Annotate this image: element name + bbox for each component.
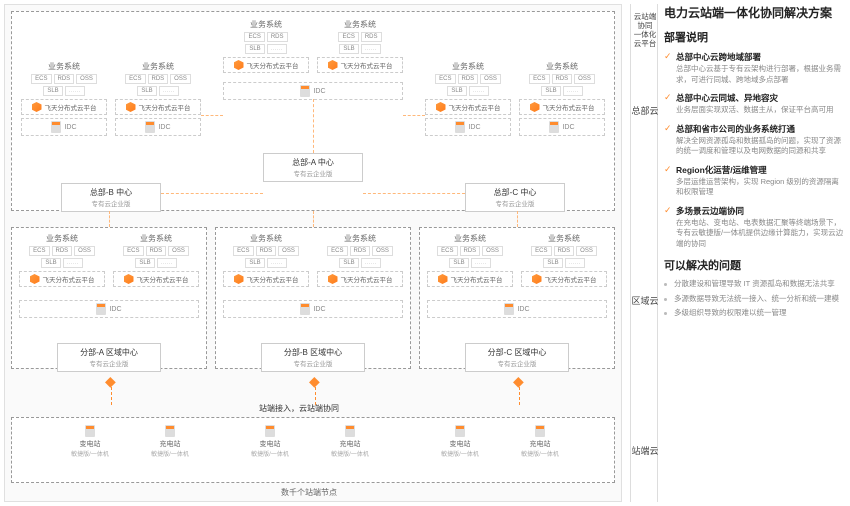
svc-rds: RDS	[267, 32, 288, 42]
svc-slb: SLB	[245, 44, 264, 54]
deploy-item: 总部和省市公司的业务系统打通 解决全网资源孤岛和数据孤岛的问题，实现了资源的统一…	[664, 123, 846, 157]
problem-item: 多源数据导致无法统一接入、统一分析和统一建模	[664, 294, 846, 305]
connector	[109, 211, 110, 227]
branch-c-center: 分部-C 区域中心 专有云企业版	[465, 343, 569, 372]
biz-system: 业务系统 ECSRDSOSS SLB…… 飞天分布式云平台 IDC	[425, 61, 511, 136]
idc: IDC	[223, 82, 403, 100]
edge-node: 充电站敏捷版/一体机	[515, 425, 565, 458]
branch-b-center: 分部-B 区域中心 专有云企业版	[261, 343, 365, 372]
biz-system: 业务系统 ECSRDS SLB…… 飞天分布式云平台	[317, 19, 403, 73]
biz-system: 业务系统 ECSRDSOSS SLB…… 飞天分布式云平台	[521, 233, 607, 287]
edge-node: 充电站敏捷版/一体机	[325, 425, 375, 458]
edge-node: 变电站敏捷版/一体机	[245, 425, 295, 458]
biz-system: 业务系统 ECSRDSOSS SLB…… 飞天分布式云平台	[223, 233, 309, 287]
footer-text: 数千个站端节点	[281, 487, 337, 498]
idc: IDC	[427, 300, 607, 318]
tier-labels: 云站端协同一体化云平台 总部云 区域云 站端云	[630, 4, 658, 502]
deploy-item: 多场景云边端协同 在充电站、变电站、电表数据汇聚等终端场景下，专有云敏捷版/一体…	[664, 205, 846, 250]
section-deploy: 部署说明	[664, 29, 846, 45]
server-icon	[300, 85, 310, 97]
connector	[111, 387, 112, 405]
biz-system: 业务系统 ECSRDSOSS SLB…… 飞天分布式云平台	[19, 233, 105, 287]
deploy-item: 总部中心云跨地域部署 总部中心云基于专有云架构进行部署，根据业务需求，可进行同城…	[664, 51, 846, 85]
biz-title: 业务系统	[223, 19, 309, 30]
problem-item: 多级组织导致的权限难以统一管理	[664, 308, 846, 319]
connector	[517, 211, 518, 227]
svc-ecs: ECS	[244, 32, 264, 42]
biz-system: 业务系统 ECSRDSOSS SLB…… 飞天分布式云平台	[113, 233, 199, 287]
connector	[403, 115, 425, 116]
idc: IDC	[19, 300, 199, 318]
biz-system: 业务系统 ECSRDSOSS SLB…… 飞天分布式云平台 IDC	[21, 61, 107, 136]
connector	[201, 115, 223, 116]
biz-system: 业务系统 ECSRDSOSS SLB…… 飞天分布式云平台	[427, 233, 513, 287]
architecture-diagram: 业务系统 ECSRDS SLB…… 飞天分布式云平台 业务系统 ECSRDS S…	[4, 4, 622, 502]
hq-c-center: 总部-C 中心 专有云企业版	[465, 183, 565, 212]
vlabel-platform: 云站端协同一体化云平台	[631, 12, 659, 48]
biz-system: 业务系统 ECSRDSOSS SLB…… 飞天分布式云平台	[317, 233, 403, 287]
section-problems: 可以解决的问题	[664, 257, 846, 273]
deploy-item: 总部中心云同城、异地容灾 业务层面实现双活、数据主从，保证平台高可用	[664, 92, 846, 116]
connector	[313, 99, 314, 153]
edge-node: 变电站敏捷版/一体机	[65, 425, 115, 458]
vlabel-edge: 站端云	[631, 444, 659, 457]
branch-a-center: 分部-A 区域中心 专有云企业版	[57, 343, 161, 372]
edge-connect-label: 站端接入，云站端协同	[259, 403, 339, 414]
connector	[519, 387, 520, 405]
connector	[161, 193, 263, 194]
page-title: 电力云站端一体化协同解决方案	[664, 4, 846, 21]
server-icon	[85, 425, 95, 437]
edge-node: 变电站敏捷版/一体机	[435, 425, 485, 458]
deploy-item: Region化运营/运维管理 多层运维运营架构，实现 Region 级别的资源隔…	[664, 164, 846, 198]
connector	[363, 193, 465, 194]
vlabel-region: 区域云	[631, 294, 659, 307]
cube-icon	[234, 60, 244, 70]
connector	[313, 211, 314, 227]
hq-b-center: 总部-B 中心 专有云企业版	[61, 183, 161, 212]
edge-node: 充电站敏捷版/一体机	[145, 425, 195, 458]
right-panel: 电力云站端一体化协同解决方案 部署说明 总部中心云跨地域部署 总部中心云基于专有…	[664, 4, 846, 323]
hq-a-center: 总部-A 中心 专有云企业版	[263, 153, 363, 182]
biz-system: 业务系统 ECSRDSOSS SLB…… 飞天分布式云平台 IDC	[115, 61, 201, 136]
problem-item: 分散建设和管理导致 IT 资源孤岛和数据无法共享	[664, 279, 846, 290]
biz-system: 业务系统 ECSRDS SLB…… 飞天分布式云平台	[223, 19, 309, 73]
biz-system: 业务系统 ECSRDSOSS SLB…… 飞天分布式云平台 IDC	[519, 61, 605, 136]
vlabel-hq: 总部云	[631, 104, 659, 117]
idc: IDC	[223, 300, 403, 318]
